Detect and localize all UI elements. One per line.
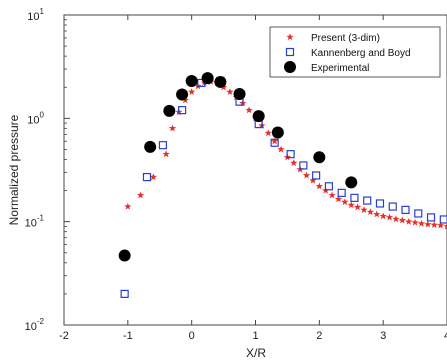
data-marks [118, 72, 447, 298]
present-point [373, 210, 381, 218]
y-tick-exponent: 1 [40, 7, 45, 16]
kannenberg-point [337, 188, 346, 197]
x-tick-label: 2 [316, 330, 322, 342]
present-point [385, 213, 394, 221]
present-point [417, 219, 426, 227]
experimental-point [214, 75, 227, 88]
legend-marker-kannenberg [285, 47, 295, 57]
present-point [443, 222, 447, 230]
y-axis-title: Normalized pressure [7, 114, 21, 225]
kannenberg-point [414, 209, 423, 218]
legend-label-kannenberg: Kannenberg and Boyd [311, 48, 411, 59]
x-tick-label: 4 [444, 330, 447, 342]
kannenberg-point [375, 199, 385, 208]
present-point [168, 124, 177, 132]
x-tick-label: 1 [252, 330, 258, 342]
experimental-point [345, 176, 358, 189]
present-point [181, 96, 189, 104]
present-point [347, 201, 355, 209]
y-tick-exponent: -2 [37, 317, 45, 326]
present-point [366, 208, 375, 216]
present-point [334, 195, 343, 203]
present-point [398, 216, 406, 224]
kannenberg-point [401, 205, 410, 214]
present-point [360, 206, 368, 213]
kannenberg-point [158, 141, 168, 150]
kannenberg-point [120, 289, 129, 298]
present-point [430, 221, 438, 228]
present-point [309, 176, 317, 184]
present-point [290, 159, 298, 167]
present-point [379, 212, 387, 220]
x-axis-title: X/R [246, 346, 266, 360]
experimental-point [176, 88, 189, 101]
present-point [136, 191, 145, 199]
experimental-point [144, 140, 157, 153]
legend-marker-present [286, 33, 294, 41]
kannenberg-point [142, 172, 152, 182]
legend-label-experimental: Experimental [311, 63, 369, 74]
experimental-point [252, 110, 265, 123]
legend: Present (3-dim) Kannenberg and Boyd Expe… [269, 26, 441, 78]
kannenberg-point [324, 182, 334, 191]
present-point [245, 106, 253, 114]
present-point [328, 191, 336, 199]
kannenberg-point [426, 213, 436, 222]
present-point [392, 215, 400, 223]
legend-box [269, 26, 441, 78]
y-tick-label: 101 [27, 7, 44, 23]
present-point [162, 150, 170, 158]
y-tick-base: 10 [27, 11, 39, 23]
present-point [437, 221, 445, 229]
y-tick-label: 100 [27, 110, 44, 126]
present-point [264, 129, 272, 137]
present-point [124, 202, 132, 210]
present-point [302, 171, 311, 179]
present-point [424, 220, 432, 228]
kannenberg-point [270, 138, 279, 147]
kannenberg-point [177, 106, 187, 115]
experimental-point [271, 126, 284, 139]
present-point [315, 182, 323, 190]
x-tick-label: 3 [380, 330, 386, 342]
present-point [411, 218, 419, 226]
experimental-point [185, 74, 198, 87]
experimental-point [313, 151, 326, 164]
legend-label-present: Present (3-dim) [311, 33, 380, 44]
experimental-point [163, 104, 176, 117]
y-tick-base: 10 [25, 321, 37, 333]
present-point [405, 217, 413, 225]
x-tick-label: -2 [59, 330, 69, 342]
legend-markers [284, 33, 296, 73]
y-tick-exponent: -1 [37, 214, 45, 223]
y-tick-base: 10 [27, 114, 39, 126]
experimental-point [201, 72, 214, 85]
kannenberg-point [439, 215, 447, 224]
y-tick-label: 10-1 [25, 214, 45, 230]
y-tick-base: 10 [25, 218, 37, 230]
present-point [341, 198, 349, 206]
kannenberg-point [312, 171, 321, 180]
kannenberg-point [363, 196, 372, 205]
present-point [271, 137, 279, 145]
kannenberg-point [286, 150, 295, 159]
x-tick-label: 0 [189, 330, 195, 342]
kannenberg-point [388, 202, 397, 211]
present-point [226, 88, 234, 96]
present-point [354, 203, 362, 211]
legend-marker-experimental [284, 61, 296, 73]
experimental-point [233, 87, 246, 100]
x-tick-label: -1 [123, 330, 133, 342]
present-point [277, 145, 285, 153]
y-tick-label: 10-2 [25, 317, 45, 333]
present-point [149, 173, 157, 181]
kannenberg-point [299, 161, 308, 170]
present-point [188, 88, 196, 96]
experimental-point [118, 249, 131, 262]
kannenberg-point [350, 193, 359, 202]
y-tick-exponent: 0 [40, 110, 45, 119]
